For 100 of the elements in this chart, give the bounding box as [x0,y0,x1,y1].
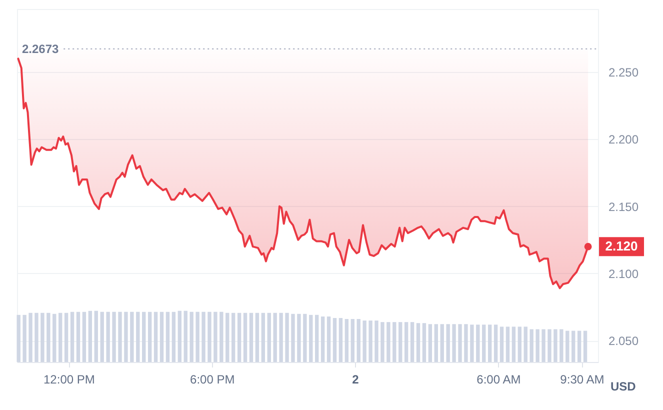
bar [542,329,546,362]
bar [309,314,313,362]
bar [548,329,552,362]
ref-line-label: 2.2673 [22,42,60,56]
bar [446,324,450,362]
bar [428,324,432,362]
bar [64,312,68,362]
bar [285,312,289,362]
bar [267,312,271,362]
bar [566,330,570,362]
bar [577,330,582,362]
bar [404,322,408,362]
bar [273,312,277,362]
y-tick-label: 2.250 [608,66,639,80]
y-tick-label: 2.050 [608,334,639,348]
bar [261,312,266,362]
bar [303,314,307,362]
bar [214,312,218,362]
x-tick-label: 12:00 PM [44,372,95,386]
bar [160,312,164,362]
bar [100,312,104,362]
bar [34,312,38,362]
bar [374,320,378,362]
bar [380,322,384,362]
bar [500,326,504,362]
bar [476,324,480,362]
bar [148,312,152,362]
bar [106,312,110,362]
bar [494,324,498,362]
bar [488,324,492,362]
bar [560,329,564,362]
bar [386,322,390,362]
bar [124,312,128,362]
bar [470,324,474,362]
bar [172,312,176,362]
bar [184,310,188,362]
bar [16,314,20,362]
bar [422,323,426,362]
bar [249,312,254,362]
bar [512,326,516,362]
bar [46,312,50,362]
bar [76,312,80,362]
bar [410,322,414,362]
x-tick-label: 2 [352,372,360,386]
bar [178,310,182,362]
bar [166,312,170,362]
bar [326,316,331,362]
annotation: 2.120 [605,238,638,254]
bar [506,326,510,362]
bar [154,312,158,362]
bar [142,312,146,362]
bar [40,312,44,362]
bar [52,314,56,362]
x-tick-label: 9:30 AM [560,372,604,386]
bar [220,312,224,362]
bar [344,319,349,362]
bar [416,323,420,362]
bar [320,316,325,362]
y-tick-label: 2.100 [608,266,639,281]
bar [112,312,116,362]
bar [243,312,248,362]
bar [530,329,534,362]
bar [279,312,283,362]
bar [398,322,402,362]
bar [356,319,360,362]
bar [434,324,438,362]
bar [291,314,295,362]
bar [524,326,528,362]
bar [362,320,366,362]
bar [94,310,98,362]
bar [88,310,92,362]
y-axis-title: USD [610,380,636,394]
bar [58,312,62,362]
bar [255,312,260,362]
bar [482,324,486,362]
bar [464,324,468,362]
y-tick-label: 2.150 [608,200,639,214]
bar [536,329,540,362]
bar [208,312,212,362]
bar [231,312,236,362]
bar [202,312,206,362]
bar [297,314,301,362]
bar [136,312,140,362]
bar [130,312,134,362]
bar [583,330,588,362]
bar [82,312,86,362]
bar [190,312,194,362]
bar [571,330,576,362]
bar [22,314,26,362]
bar [332,318,337,362]
bar [314,314,319,362]
bar [196,312,200,362]
bar [118,312,122,362]
bar [452,324,456,362]
bar [518,326,522,362]
bar [392,322,396,362]
bar [440,324,444,362]
bar [70,312,74,362]
bar [458,324,462,362]
bar [226,312,230,362]
